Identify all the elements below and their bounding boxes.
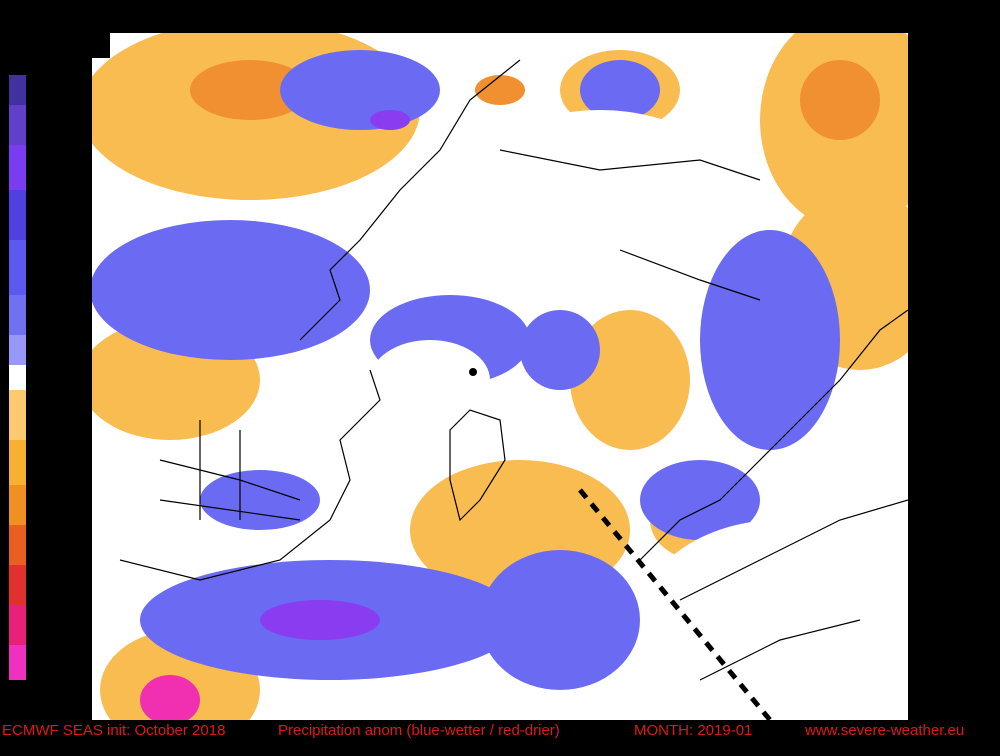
map	[92, 33, 908, 720]
month-label: MONTH: 2019-01	[634, 722, 753, 739]
model-label: ECMWF SEAS init: October 2018	[2, 722, 226, 739]
source-label: www.severe-weather.eu	[805, 722, 965, 739]
map-title: Precipitation anom (blue-wetter / red-dr…	[278, 722, 560, 739]
color-scale	[9, 75, 26, 680]
